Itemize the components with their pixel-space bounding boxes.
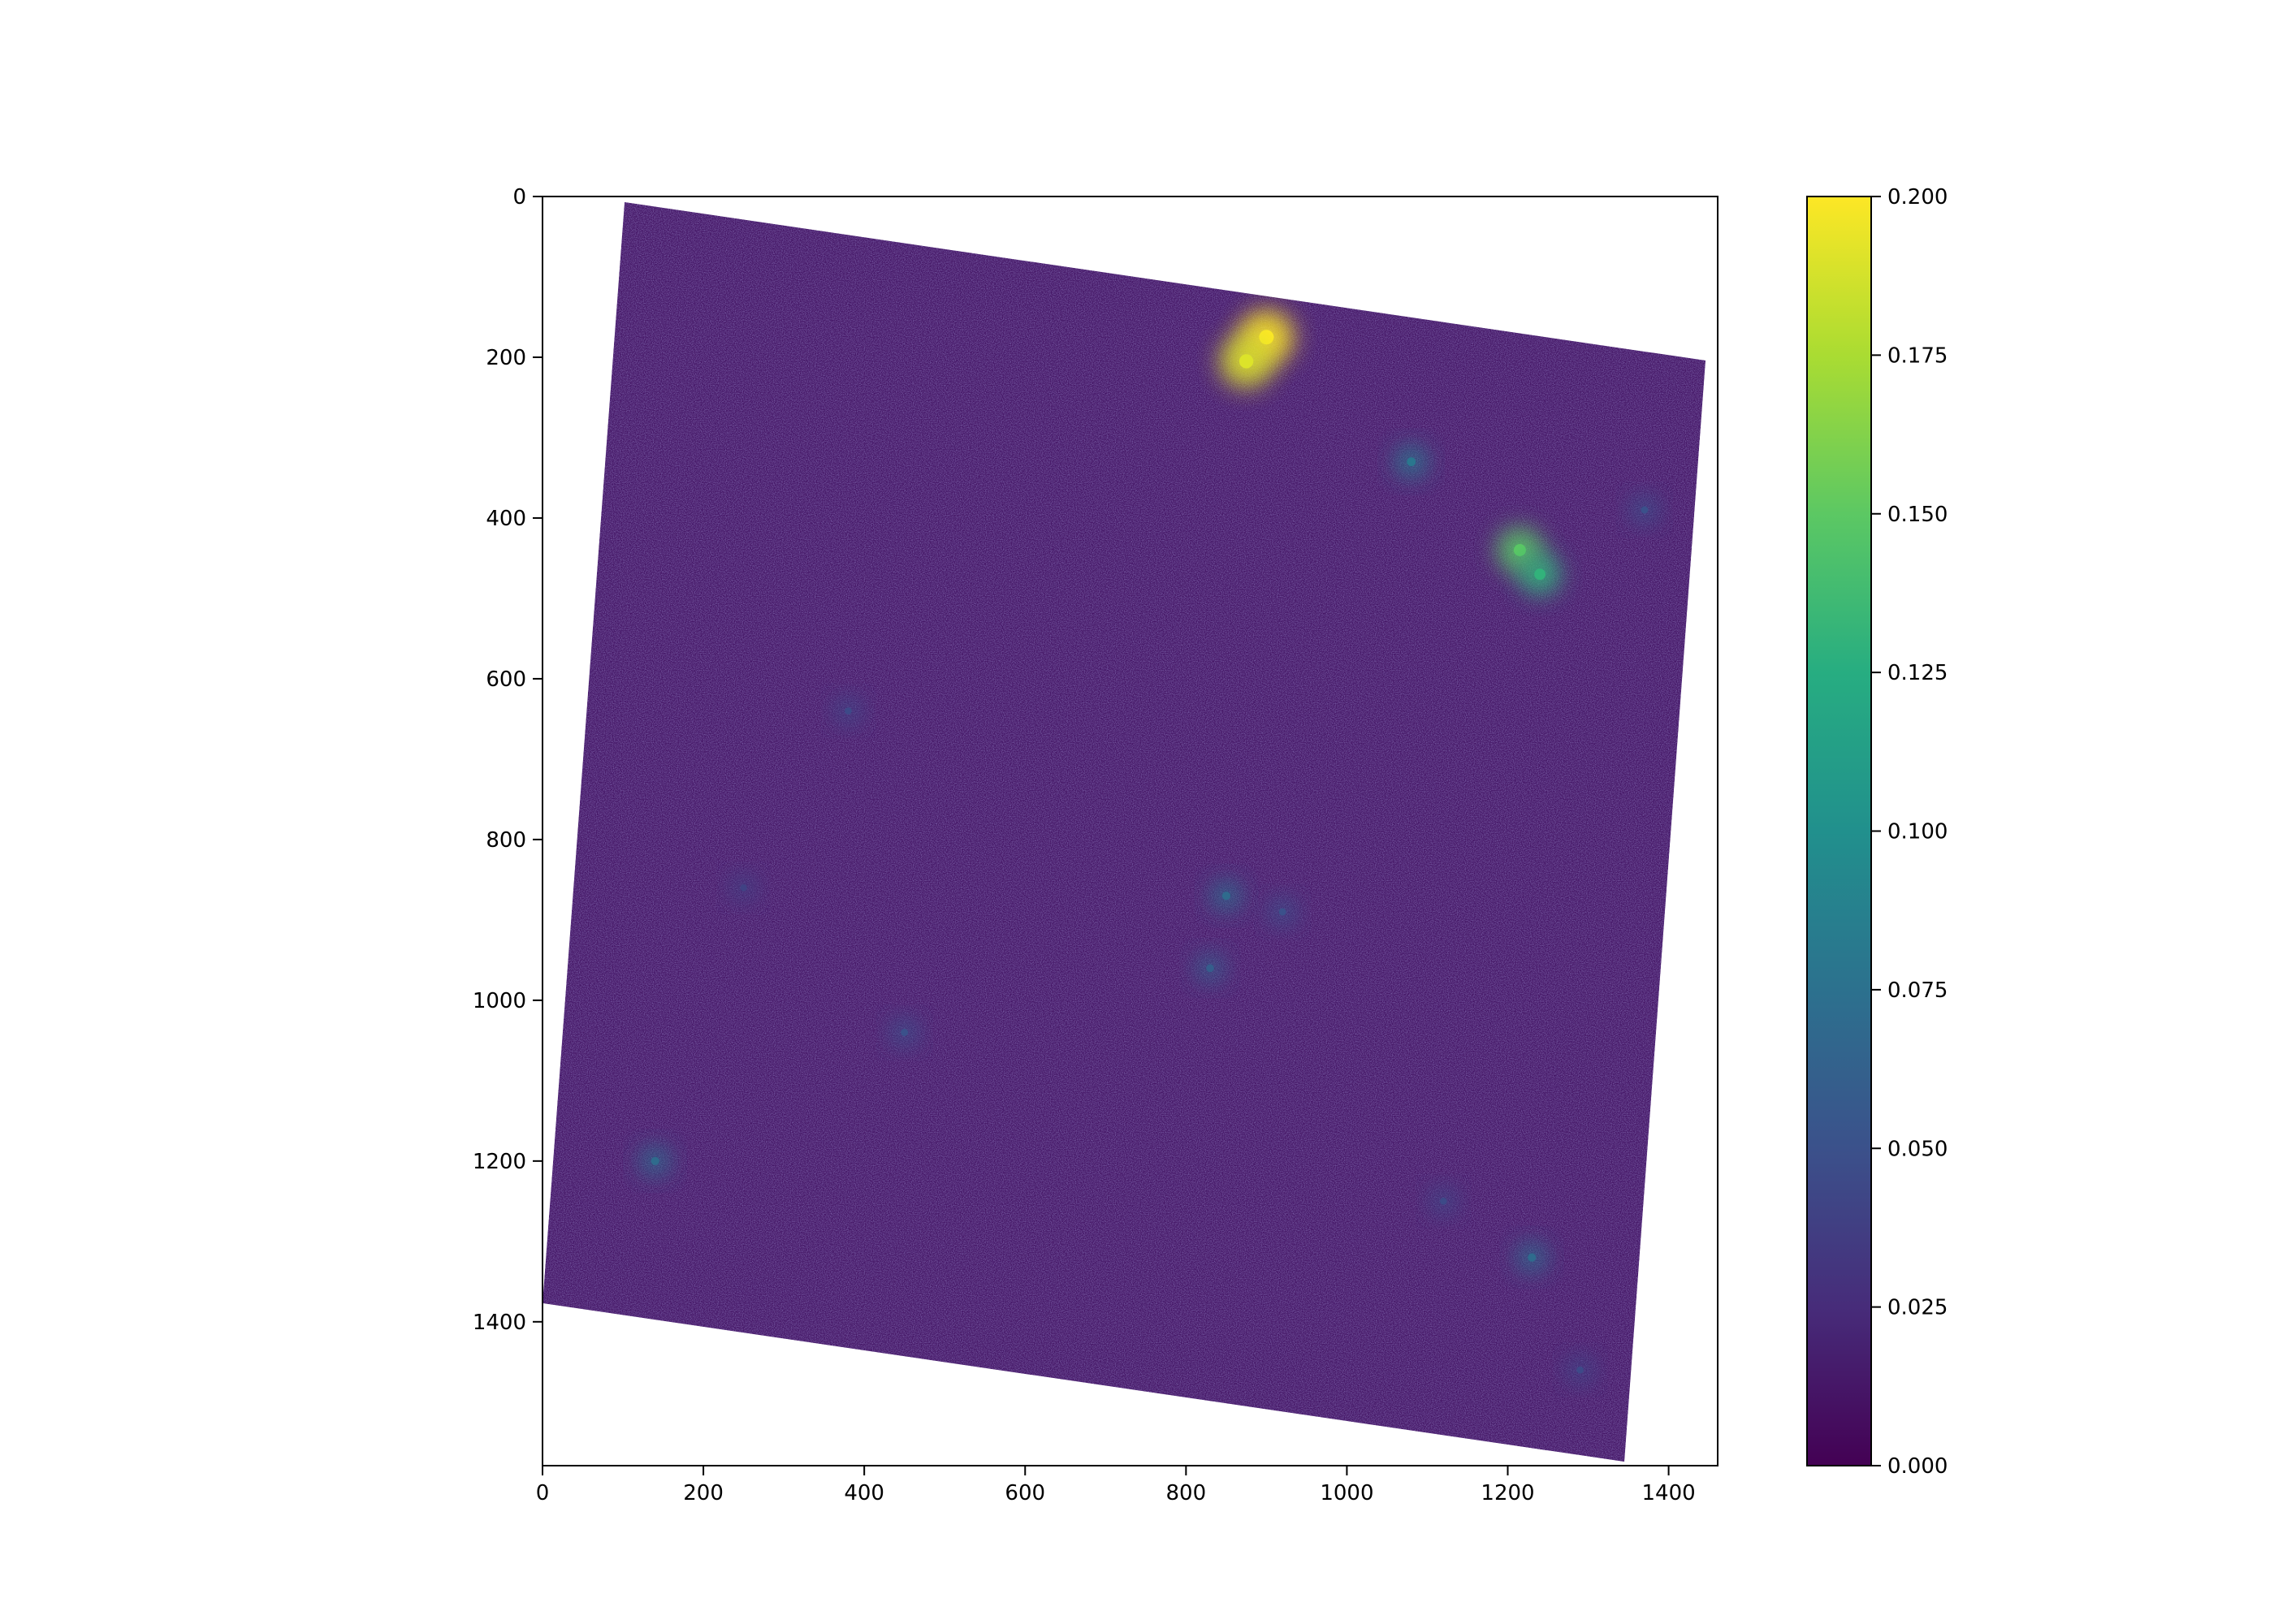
raster-hotspot-core <box>651 1156 659 1165</box>
colorbar-tick-label: 0.075 <box>1887 978 1948 1003</box>
raster-hotspot-core <box>1239 354 1254 369</box>
colorbar-tick-label: 0.100 <box>1887 820 1948 844</box>
y-axis: 0 200 400 600 800 1000 1200 1400 <box>473 185 543 1335</box>
colorbar-tick-label: 0.025 <box>1887 1296 1948 1320</box>
plot-frame <box>542 196 1718 1466</box>
raster-hotspot-core <box>1534 568 1546 581</box>
colorbar-tick-label: 0.175 <box>1887 343 1948 368</box>
x-tick-label: 600 <box>1005 1481 1045 1505</box>
raster-hotspot-core <box>1576 1366 1584 1374</box>
raster-hotspot-core <box>1407 457 1416 467</box>
raster-hotspot-core <box>1528 1253 1537 1262</box>
raster-hotspot-core <box>1440 1198 1447 1205</box>
raster-hotspot-core <box>845 707 852 715</box>
y-tick-label: 600 <box>486 667 526 692</box>
raster-hotspot-core <box>1278 908 1286 916</box>
colorbar-tick-label: 0.125 <box>1887 661 1948 685</box>
raster-speckle-texture <box>543 201 1706 1462</box>
y-tick-label: 800 <box>486 828 526 853</box>
colorbar-tick-label: 0.150 <box>1887 503 1948 527</box>
raster-hotspot-core <box>1641 506 1649 514</box>
raster-footprint <box>543 201 1706 1462</box>
colorbar: 0.000 0.025 0.050 0.075 0.100 0.125 0.150 0.175… <box>1806 185 1948 1479</box>
raster-hotspot-core <box>740 884 747 892</box>
colorbar-tick-label: 0.050 <box>1887 1137 1948 1161</box>
y-tick-label: 400 <box>486 507 526 531</box>
raster-hotspot-core <box>1206 964 1214 973</box>
x-tick-label: 200 <box>683 1481 724 1505</box>
raster-hotspot-core <box>901 1029 909 1036</box>
x-tick-label: 1400 <box>1641 1481 1695 1505</box>
y-tick-label: 0 <box>512 185 526 209</box>
x-axis: 0 200 400 600 800 1000 1200 1400 <box>536 1466 1696 1505</box>
colorbar-axis: 0.000 0.025 0.050 0.075 0.100 0.125 0.150 0.175… <box>1871 185 1948 1479</box>
y-tick-label: 1000 <box>473 989 526 1013</box>
x-tick-label: 800 <box>1166 1481 1207 1505</box>
raster-hotspot-core <box>1513 544 1526 556</box>
x-tick-label: 1000 <box>1320 1481 1373 1505</box>
y-tick-label: 200 <box>486 346 526 370</box>
x-tick-label: 0 <box>536 1481 550 1505</box>
x-tick-label: 400 <box>844 1481 884 1505</box>
y-tick-label: 1400 <box>473 1311 526 1335</box>
colorbar-tick-label: 0.200 <box>1887 185 1948 209</box>
x-tick-label: 1200 <box>1481 1481 1534 1505</box>
image-plot-area <box>542 196 1718 1466</box>
raster-hotspot-core <box>1221 892 1230 901</box>
colorbar-tick-label: 0.000 <box>1887 1454 1948 1479</box>
colorbar-gradient <box>1806 196 1872 1466</box>
y-tick-label: 1200 <box>473 1150 526 1174</box>
